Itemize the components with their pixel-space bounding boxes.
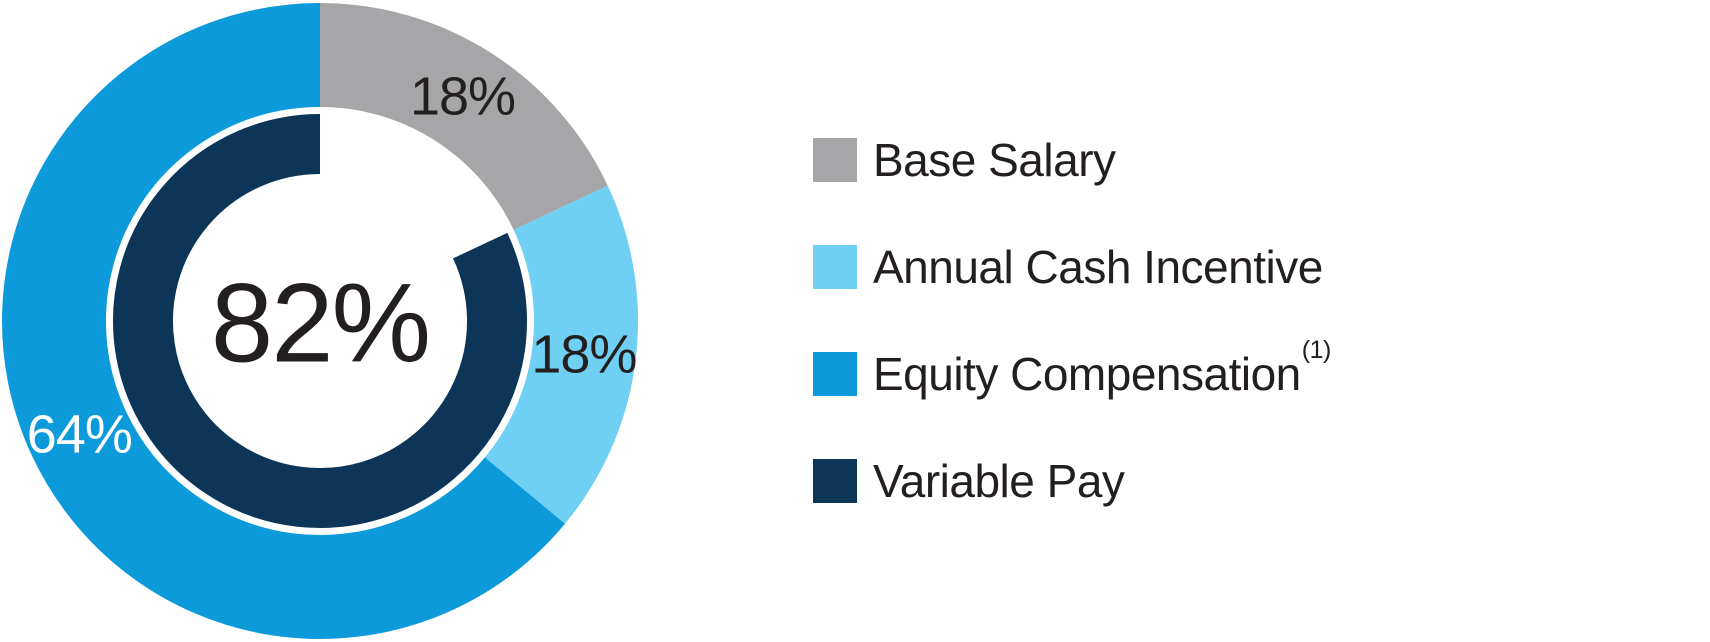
donut-slice-labels: 18% 18% 64% [27,66,638,464]
legend-label-variable-pay: Variable Pay [873,455,1125,507]
slice-label-equity-compensation: 64% [27,404,132,464]
legend-swatch-equity-compensation [813,352,857,396]
legend-label-equity-compensation: Equity Compensation(1) [873,337,1331,400]
donut-outer-segment-base-salary [318,3,608,231]
donut-chart: 18% 18% 64% 82% [0,0,660,642]
legend-label-text: Base Salary [873,134,1116,186]
footnote-marker: (1) [1301,335,1332,364]
legend-item-base-salary: Base Salary [813,137,1330,183]
legend-label-text: Equity Compensation [873,348,1301,400]
legend-label-base-salary: Base Salary [873,137,1116,183]
donut-inner-arc-variable-pay [113,114,527,528]
donut-center-label: 82% [211,261,429,386]
donut-outer-segment-equity-compensation [2,3,565,639]
donut-outer-segment-annual-cash-incentive [484,185,638,524]
legend-item-equity-compensation: Equity Compensation(1) [813,337,1331,400]
donut-segments [2,3,638,639]
slice-label-base-salary: 18% [410,66,515,126]
legend-label-text: Annual Cash Incentive [873,241,1323,293]
legend: Base Salary Annual Cash Incentive Equity… [813,137,1331,566]
slice-label-annual-cash-incentive: 18% [531,324,636,384]
donut-chart-svg: 18% 18% 64% 82% [2,3,638,639]
legend-swatch-base-salary [813,138,857,182]
legend-label-annual-cash-incentive: Annual Cash Incentive [873,244,1323,290]
legend-swatch-annual-cash-incentive [813,245,857,289]
legend-label-text: Variable Pay [873,455,1125,507]
legend-item-variable-pay: Variable Pay [813,455,1330,507]
legend-item-annual-cash-incentive: Annual Cash Incentive [813,244,1330,290]
legend-swatch-variable-pay [813,459,857,503]
